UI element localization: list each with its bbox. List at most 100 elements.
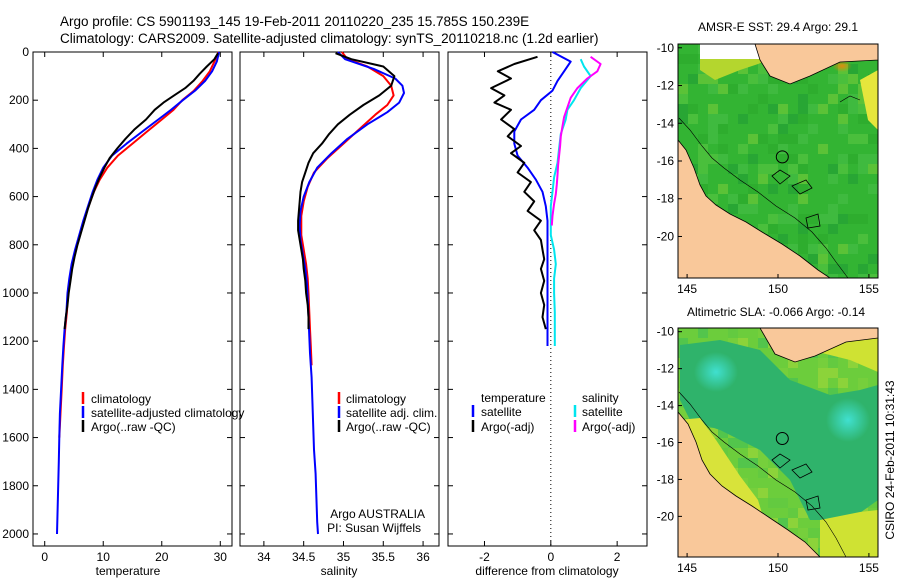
temperature-axes-box [32, 51, 233, 547]
texture-cell [808, 538, 818, 548]
sla-low-blob-east [826, 398, 870, 442]
texture-cell [768, 468, 778, 478]
header-line-1: Argo profile: CS 5901193_145 19-Feb-2011… [60, 14, 529, 29]
texture-cell [698, 174, 708, 184]
texture-cell [738, 458, 748, 468]
texture-cell [748, 194, 758, 204]
texture-cell [798, 174, 808, 184]
texture-cell [678, 408, 688, 418]
texture-cell [808, 104, 818, 114]
temperature-x-ticks: 0 10 20 30 [41, 52, 227, 564]
texture-cell [758, 164, 768, 174]
texture-cell [798, 508, 808, 518]
texture-cell [678, 84, 688, 94]
texture-cell [738, 438, 748, 448]
y-tick-label: 200 [9, 93, 29, 107]
map-x-tick-label: 150 [768, 561, 788, 575]
texture-cell [768, 144, 778, 154]
texture-cell [828, 368, 838, 378]
texture-cell [848, 214, 858, 224]
texture-cell [728, 328, 738, 338]
texture-cell [818, 104, 828, 114]
sla-reef-3 [805, 495, 821, 511]
texture-cell [788, 114, 798, 124]
texture-cell [778, 518, 788, 528]
sst-reef-1 [771, 169, 791, 185]
sst-land-australia [678, 139, 831, 278]
texture-cell [728, 164, 738, 174]
x-tick-label: 35 [337, 550, 351, 564]
texture-cell [838, 154, 848, 164]
texture-cell [748, 204, 758, 214]
texture-cell [828, 274, 838, 278]
texture-cell [778, 144, 788, 154]
salinity-series [297, 51, 405, 535]
texture-cell [758, 488, 768, 498]
texture-cell [698, 134, 708, 144]
texture-cell [828, 224, 838, 234]
texture-cell [738, 174, 748, 184]
texture-cell [848, 244, 858, 254]
texture-cell [718, 154, 728, 164]
texture-cell [818, 378, 828, 388]
salinity-legend: climatology satellite adj. clim. Argo(..… [337, 392, 437, 434]
texture-cell [718, 428, 728, 438]
texture-cell [798, 164, 808, 174]
texture-cell [768, 498, 778, 508]
legend-label-satellite: satellite adj. clim. [346, 406, 437, 420]
temperature-panel: 0 200 400 600 800 1000 1200 1400 1600 1800 2000 0 1… [2, 45, 244, 578]
texture-cell [818, 254, 828, 264]
texture-cell [788, 358, 798, 368]
salinity-axes-box [239, 51, 440, 547]
y-tick-label: 800 [9, 238, 29, 252]
texture-cell [678, 54, 688, 64]
texture-cell [688, 54, 698, 64]
texture-cell [838, 84, 848, 94]
texture-cell [818, 368, 828, 378]
legend-label-temp-satellite: satellite [481, 405, 522, 419]
sla-map-panel: Altimetric SLA: -0.066 Argo: -0.14 -10-1… [657, 305, 880, 575]
map-y-tick-label: -16 [657, 154, 675, 168]
texture-cell [858, 214, 868, 224]
texture-cell [798, 114, 808, 124]
texture-cell [848, 64, 858, 74]
texture-cell [748, 488, 758, 498]
texture-cell [828, 94, 838, 104]
texture-cell [798, 94, 808, 104]
texture-cell [798, 224, 808, 234]
texture-cell [798, 184, 808, 194]
texture-cell [828, 204, 838, 214]
texture-cell [848, 154, 858, 164]
texture-cell [848, 74, 858, 84]
map-y-tick-label: -12 [657, 79, 675, 93]
texture-cell [808, 214, 818, 224]
series-line-argo-raw-qc [63, 52, 219, 330]
texture-cell [858, 114, 868, 124]
sla-reef-2 [791, 463, 813, 479]
map-x-tick-label: 150 [768, 282, 788, 296]
texture-cell [758, 74, 768, 84]
temperature-x-label: temperature [96, 564, 161, 578]
difference-legend: temperature satellite Argo(-adj) salinit… [471, 391, 635, 434]
map-x-tick-label: 145 [677, 561, 697, 575]
texture-cell [798, 134, 808, 144]
texture-cell [788, 518, 798, 528]
difference-x-label: difference from climatology [475, 564, 618, 578]
sst-shelf-contour [678, 117, 849, 278]
sla-argo-marker [775, 432, 789, 445]
map-y-tick-label: -14 [657, 399, 675, 413]
difference-x-ticks: -2 0 2 [479, 52, 621, 564]
sst-y-ticks: -10 -12 -14 -16 -18 -20 [657, 41, 682, 243]
texture-cell [818, 234, 828, 244]
texture-cell [818, 358, 828, 368]
sst-island-contour [839, 95, 861, 103]
difference-panel: -2 0 2 difference from climatology tempera… [447, 51, 648, 578]
sla-shelf-contour [678, 391, 847, 557]
texture-cell [838, 104, 848, 114]
texture-cell [798, 234, 808, 244]
texture-cell [778, 234, 788, 244]
y-tick-label: 2000 [2, 527, 29, 541]
legend-title-salinity: salinity [582, 391, 619, 405]
texture-cell [768, 184, 778, 194]
y-tick-label: 0 [22, 45, 29, 59]
